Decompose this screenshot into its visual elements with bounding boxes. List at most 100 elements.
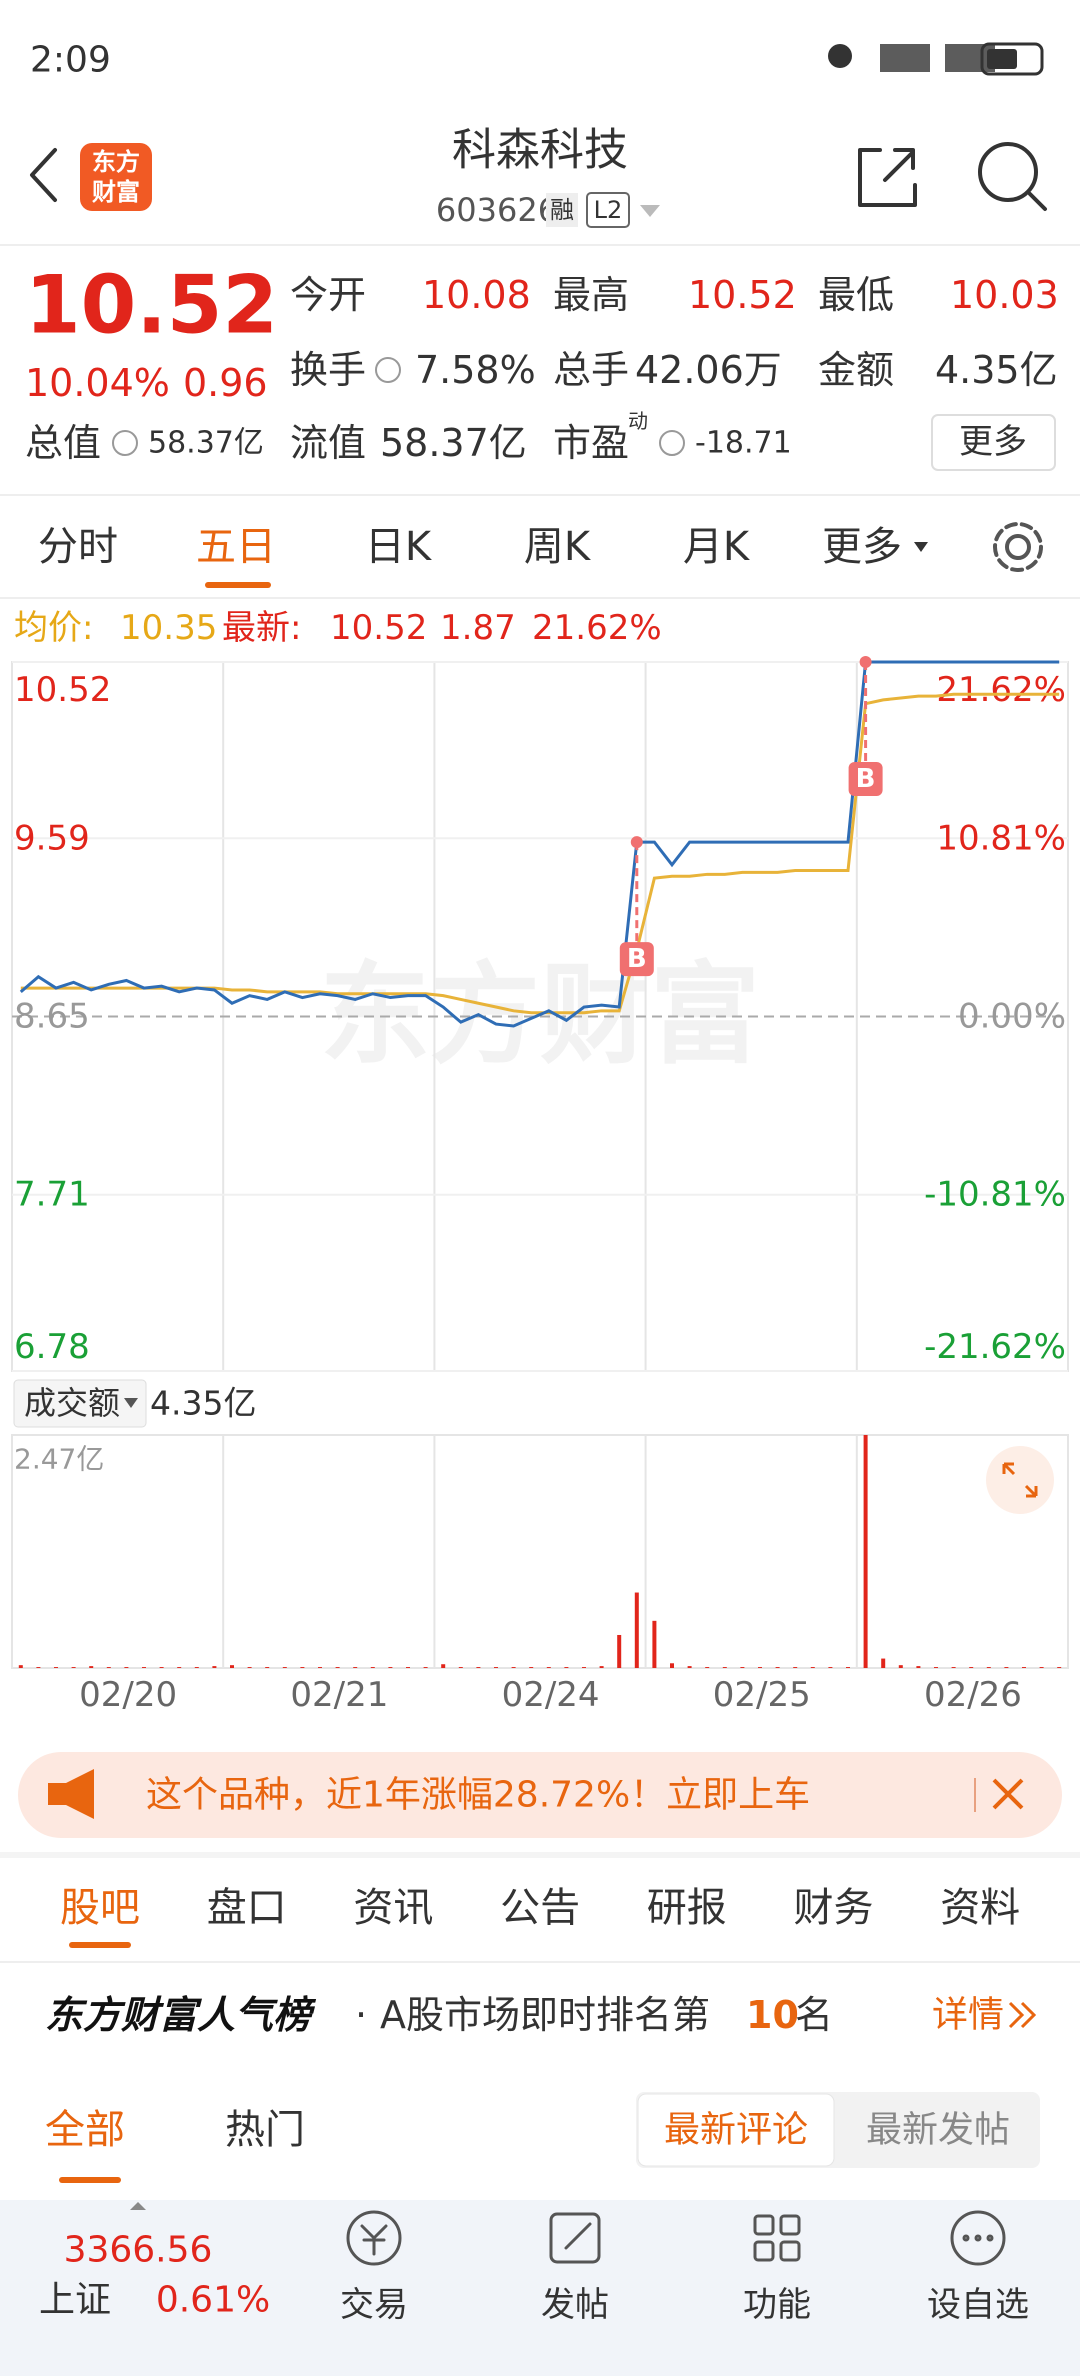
clock: 2:09 bbox=[30, 40, 111, 81]
volume-selector[interactable] bbox=[13, 1379, 147, 1428]
stat-value: 42.06万 bbox=[635, 348, 782, 392]
up-arrow bbox=[130, 2202, 146, 2210]
badge bbox=[546, 193, 578, 227]
volume-bar bbox=[18, 1665, 23, 1668]
more-button[interactable] bbox=[931, 414, 1056, 471]
stock-code: 603626 bbox=[436, 191, 558, 229]
volume-total: 4.35亿 bbox=[150, 1384, 256, 1423]
volume-bar bbox=[934, 1667, 938, 1668]
nav-icons bbox=[346, 2210, 1006, 2266]
volume-bar bbox=[212, 1666, 217, 1668]
share-button[interactable] bbox=[858, 148, 917, 207]
filter-tab[interactable]: 热门 bbox=[225, 2107, 305, 2153]
y-tick-label: 9.59 bbox=[14, 818, 90, 858]
volume-bar bbox=[142, 1667, 146, 1668]
price-line bbox=[19, 660, 1060, 1028]
index-value: 3366.56 bbox=[64, 2230, 213, 2271]
stat-label: 市盈 bbox=[553, 421, 629, 465]
search-button[interactable] bbox=[978, 142, 1047, 211]
legend-value: 10.35 bbox=[120, 608, 217, 648]
chart-tab[interactable]: 五日 bbox=[196, 524, 276, 570]
stat-label: 换手 bbox=[290, 348, 366, 392]
index-change: 0.61% bbox=[156, 2280, 270, 2321]
change-pct: 10.04% bbox=[25, 361, 170, 405]
volume-bar bbox=[1004, 1667, 1009, 1668]
chart-tab[interactable]: 月K bbox=[683, 524, 751, 570]
volume-bar bbox=[441, 1664, 446, 1668]
volume-bar bbox=[582, 1667, 586, 1668]
chart-tab[interactable]: 周K bbox=[524, 524, 592, 570]
close-button[interactable] bbox=[992, 1778, 1024, 1810]
volume-bar bbox=[353, 1667, 358, 1668]
y2-tick-label: 21.62% bbox=[936, 670, 1066, 710]
section-tab[interactable]: 资料 bbox=[940, 1885, 1020, 1931]
section-tab[interactable]: 资讯 bbox=[353, 1885, 433, 1931]
logo-text: 财富 bbox=[92, 178, 140, 206]
volume-bar bbox=[36, 1667, 41, 1668]
nav-item[interactable]: 发帖 bbox=[541, 2285, 609, 2325]
volume-bar bbox=[881, 1658, 886, 1668]
section-tab[interactable]: 财务 bbox=[794, 1885, 874, 1931]
volume-bar bbox=[388, 1667, 393, 1668]
promo-banner[interactable] bbox=[18, 1752, 1062, 1838]
volume-bar bbox=[758, 1667, 762, 1668]
more-label: 更多 bbox=[959, 422, 1027, 462]
section-tab[interactable]: 研报 bbox=[647, 1885, 727, 1931]
volume-bar bbox=[247, 1667, 252, 1668]
legend-value: 1.87 bbox=[440, 608, 516, 648]
info-icon[interactable] bbox=[112, 430, 138, 456]
change: 0.96 bbox=[183, 361, 268, 405]
legend-value: 21.62% bbox=[532, 608, 662, 648]
back-button[interactable] bbox=[30, 148, 57, 202]
volume-label: 成交额 bbox=[24, 1384, 120, 1422]
stat-value: 4.35亿 bbox=[935, 348, 1058, 392]
volume-bar bbox=[810, 1667, 815, 1668]
stat-value: 10.08 bbox=[422, 273, 531, 317]
volume-bar bbox=[986, 1667, 991, 1668]
sort-option[interactable]: 最新发帖 bbox=[866, 2110, 1010, 2151]
chart-tab[interactable]: 分时 bbox=[38, 524, 118, 570]
volume-bar bbox=[335, 1667, 340, 1668]
volume-bar bbox=[898, 1665, 903, 1668]
chart-tab[interactable]: 更多 bbox=[822, 524, 902, 570]
volume-bar bbox=[458, 1667, 463, 1668]
badge-text: L2 bbox=[594, 196, 623, 224]
volume-bar bbox=[617, 1634, 622, 1668]
volume-bar bbox=[951, 1667, 956, 1668]
info-icon[interactable] bbox=[659, 430, 685, 456]
filter-tab[interactable]: 全部 bbox=[45, 2107, 125, 2153]
settings-button[interactable] bbox=[993, 522, 1043, 572]
stat-label: 今开 bbox=[290, 273, 366, 317]
rank-link[interactable]: 详情 bbox=[932, 1995, 1004, 2036]
volume-bar bbox=[1039, 1667, 1044, 1668]
volume-bar bbox=[406, 1667, 410, 1668]
nav-item[interactable]: 功能 bbox=[743, 2285, 811, 2325]
nav-item[interactable]: 交易 bbox=[340, 2285, 408, 2325]
y-tick-label: 8.65 bbox=[14, 997, 90, 1037]
section-tab[interactable]: 盘口 bbox=[207, 1885, 287, 1931]
promo-text: 这个品种，近1年涨幅28.72%！立即上车 bbox=[146, 1775, 810, 1816]
rank-title: 东方财富人气榜 bbox=[45, 1993, 317, 2037]
price: 10.52 bbox=[25, 259, 278, 352]
volume-bar bbox=[370, 1667, 375, 1668]
stat-label: 总手 bbox=[553, 348, 629, 392]
volume-bar bbox=[494, 1667, 498, 1668]
chart-tab[interactable]: 日K bbox=[365, 524, 433, 570]
section-tab[interactable]: 股吧 bbox=[60, 1885, 140, 1931]
megaphone bbox=[48, 1769, 94, 1819]
volume-bar bbox=[124, 1667, 129, 1668]
dot: · bbox=[355, 1993, 367, 2037]
volume-bar bbox=[300, 1667, 305, 1668]
stock-name: 科森科技 bbox=[452, 125, 628, 176]
sort-option[interactable]: 最新评论 bbox=[664, 2110, 808, 2151]
section-tab[interactable]: 公告 bbox=[500, 1885, 580, 1931]
expand-button[interactable] bbox=[986, 1446, 1054, 1514]
volume-bar bbox=[916, 1666, 921, 1668]
buy-marker bbox=[619, 942, 654, 977]
nav-item[interactable]: 设自选 bbox=[927, 2285, 1029, 2325]
sort-active bbox=[637, 2093, 835, 2167]
info-icon[interactable] bbox=[375, 357, 401, 383]
y-tick-label: 2.47亿 bbox=[14, 1443, 104, 1476]
label: 总值 bbox=[25, 421, 101, 465]
stat-value: 58.37亿 bbox=[380, 421, 527, 465]
